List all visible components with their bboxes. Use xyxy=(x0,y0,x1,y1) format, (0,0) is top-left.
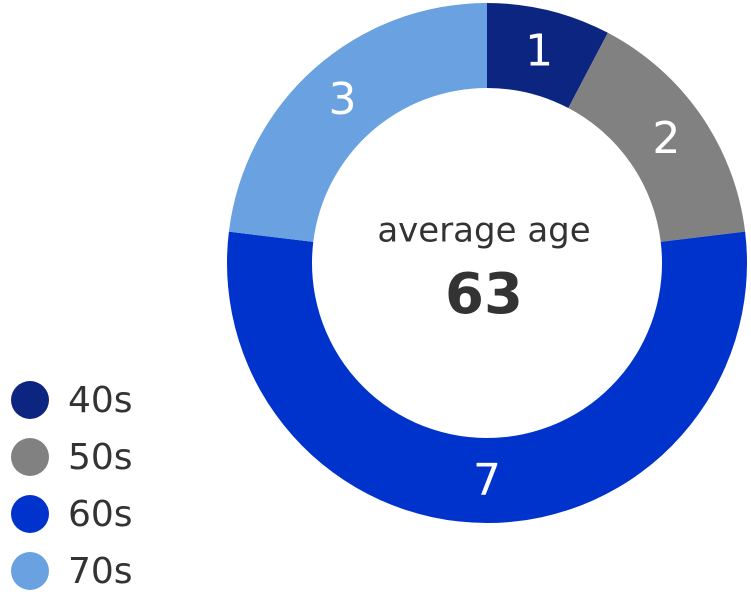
donut-segment xyxy=(228,3,487,242)
data-label: 2 xyxy=(652,113,680,164)
center-label: average age xyxy=(377,211,590,251)
data-label: 3 xyxy=(328,74,356,125)
legend-swatch xyxy=(11,552,49,590)
legend-label: 40s xyxy=(68,380,133,421)
donut-segment xyxy=(227,231,748,523)
center-value: 63 xyxy=(445,262,523,327)
donut-segment xyxy=(568,32,746,242)
legend-swatch xyxy=(11,495,49,533)
data-label: 1 xyxy=(525,25,553,76)
legend-label: 70s xyxy=(68,551,133,592)
legend-swatch xyxy=(11,438,49,476)
data-label: 7 xyxy=(473,455,501,506)
legend-label: 50s xyxy=(68,437,133,478)
legend-label: 60s xyxy=(68,494,133,535)
legend-swatch xyxy=(11,381,49,419)
donut-segment xyxy=(487,3,608,109)
